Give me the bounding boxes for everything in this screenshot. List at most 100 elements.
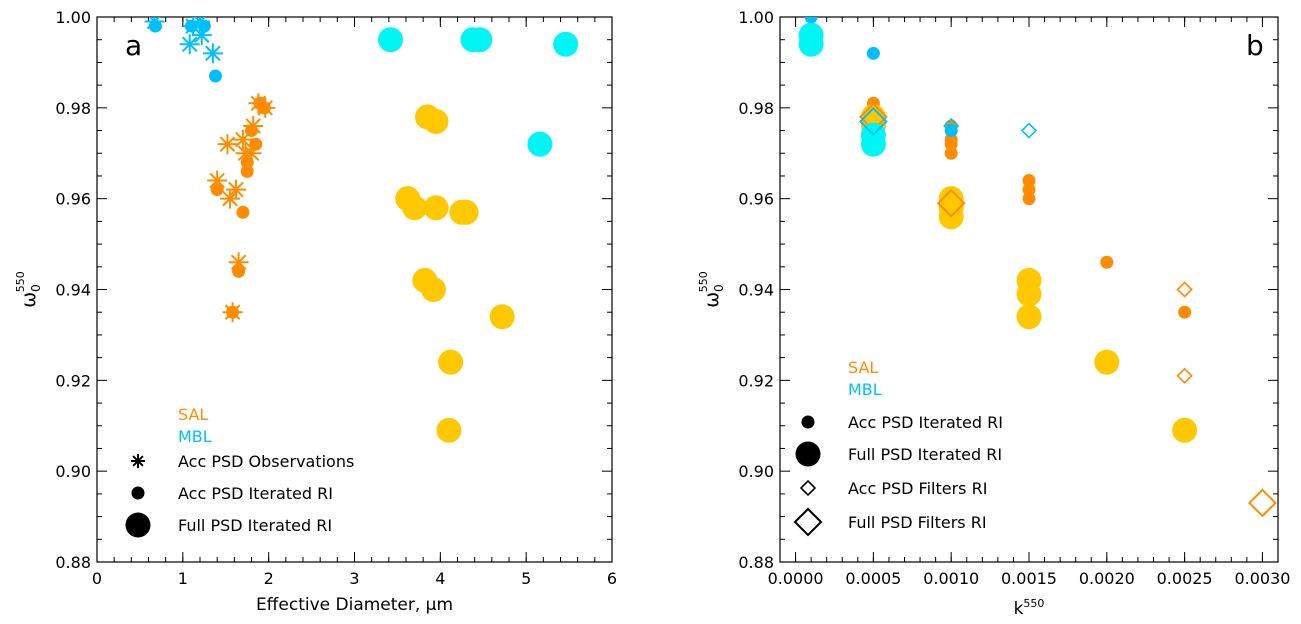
y-axis-label: ω0550 [697,271,726,308]
legend-label: Acc PSD Iterated RI [848,413,1003,432]
legend-marker-star [131,454,145,468]
legend-group-sal: SAL [848,358,878,377]
x-tick-label: 0 [92,569,102,588]
x-tick-label: 5 [521,569,531,588]
x-tick-label: 0.0020 [1079,569,1135,588]
data-point-mbl [208,69,222,83]
data-point-mbl [866,46,880,60]
star-stroke [132,455,144,467]
data-point-mbl [943,117,960,135]
data-point-mbl [804,17,818,24]
data-point-mbl [197,19,211,33]
legend-marker-small-circle [801,415,815,429]
y-tick-label: 0.94 [738,281,774,300]
data-point-mbl [1020,122,1038,139]
y-tick-label: 0.96 [55,190,91,209]
data-point-sal [1016,281,1042,307]
legend-label: Full PSD Iterated RI [848,445,1002,464]
data-point-mbl [202,43,223,64]
data-point-mbl [148,19,162,33]
legend-label: Acc PSD Observations [178,452,354,471]
legend-marker-small-diamond [799,479,817,497]
data-point-sal [402,195,428,221]
data-point-sal [436,417,462,443]
legend: SAL MBL Acc PSD Iterated RI Full PSD Iterat… [793,358,1003,537]
data-point-sal [453,199,479,225]
star-stroke [181,36,198,53]
x-axis-label: k550 [1014,597,1045,619]
data-point-sal [1172,417,1198,443]
data-point-sal [423,108,449,134]
data-point-sal [240,164,254,178]
data-point-sal [1178,305,1192,319]
x-tick-label: 4 [435,569,445,588]
x-tick-label: 6 [607,569,617,588]
data-point-sal [1022,174,1036,187]
plot-frame [96,16,613,563]
data-point-mbl [798,31,824,57]
star-stroke [222,190,238,207]
legend-marker-small-circle [131,486,145,500]
data-point-mbl [184,19,198,33]
data-point-sal [944,146,958,160]
data-point-sal [936,188,966,218]
legend-group-mbl: MBL [178,427,212,446]
data-layer [144,17,579,443]
y-tick-label: 0.92 [55,371,91,390]
y-tick-label: 0.96 [738,190,774,209]
y-tick-label: 0.88 [55,553,91,572]
x-tick-label: 2 [264,569,274,588]
data-point-mbl [860,131,886,157]
data-point-sal [240,155,254,169]
x-tick-label: 3 [349,569,359,588]
y-tick-label: 0.90 [55,462,91,481]
data-point-sal [1100,255,1114,269]
x-tick-label: 1 [178,569,188,588]
legend: SAL MBL Acc PSD Observations Acc PSD Iterat… [125,405,354,538]
data-point-sal [438,349,464,375]
data-point-sal [1094,349,1120,375]
data-point-sal [226,305,240,319]
y-tick-label: 0.92 [738,371,774,390]
y-tick-label: 0.98 [55,99,91,118]
legend-label: Full PSD Iterated RI [178,516,332,535]
data-point-sal [245,124,258,138]
data-point-sal [232,264,246,278]
panel-a: 0.88 0.90 0.92 0.94 0.96 0.98 1.00 0 1 2 3 4 5 6 Effec… [14,8,617,615]
legend-label: Full PSD Filters RI [848,513,987,532]
data-point-mbl [944,124,958,138]
y-tick-label: 0.90 [738,462,774,481]
x-tick-label: 0.0015 [1001,569,1057,588]
legend-marker-large-circle [795,441,821,467]
legend-marker-large-diamond [793,507,823,537]
data-point-sal [1176,367,1193,384]
data-point-sal [423,195,449,221]
x-tick-label: 0.0000 [768,569,824,588]
x-tick-label: 0.0005 [845,569,901,588]
data-point-mbl [858,107,888,136]
data-point-sal [217,134,238,155]
panel-b: 0.88 0.90 0.92 0.94 0.96 0.98 1.00 0.0000 0.0005… [697,8,1290,619]
data-point-sal [1248,488,1277,518]
panel-letter: b [1246,29,1264,62]
star-stroke [219,136,236,152]
panel-letter: a [125,29,142,62]
y-tick-label: 1.00 [55,8,91,27]
data-point-mbl [467,27,493,53]
data-point-sal [1022,192,1036,206]
star-stroke [228,181,244,198]
data-point-sal [489,304,515,330]
data-point-mbl [179,34,200,55]
data-point-sal [249,137,263,151]
data-layer [798,17,1277,518]
y-tick-label: 0.88 [738,553,774,572]
legend-label: Acc PSD Filters RI [848,479,987,498]
y-tick-label: 0.94 [55,281,91,300]
data-point-sal [1016,304,1042,330]
x-tick-label: 0.0030 [1234,569,1290,588]
legend-group-mbl: MBL [848,380,882,399]
data-point-mbl [378,27,404,53]
legend-group-sal: SAL [178,405,208,424]
data-point-mbl [553,31,579,57]
